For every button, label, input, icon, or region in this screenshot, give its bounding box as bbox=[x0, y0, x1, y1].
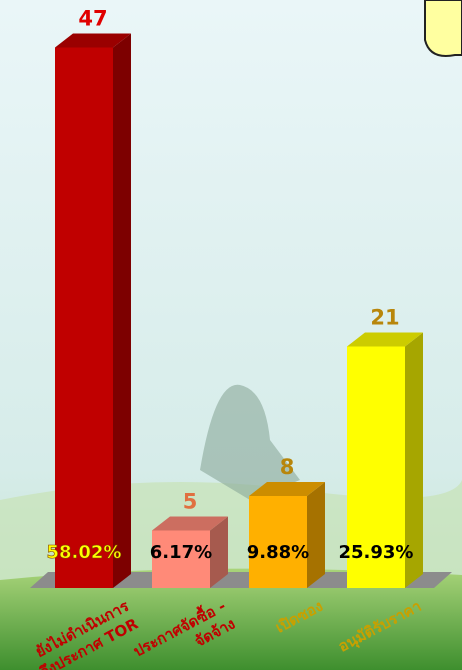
figure-silhouette bbox=[200, 384, 300, 500]
value-label: 21 bbox=[370, 306, 399, 330]
percent-label: 58.02% bbox=[47, 542, 122, 563]
bar-top bbox=[55, 33, 131, 48]
grass bbox=[0, 568, 462, 670]
percent-label: 9.88% bbox=[247, 542, 309, 563]
bar-top bbox=[152, 516, 228, 531]
bar bbox=[347, 346, 405, 588]
percent-label: 6.17% bbox=[150, 542, 212, 563]
bar-side bbox=[113, 33, 131, 588]
percent-label: 25.93% bbox=[339, 542, 414, 563]
bar-side bbox=[405, 332, 423, 588]
bar-side bbox=[307, 482, 325, 588]
bar bbox=[55, 47, 113, 588]
bar-side bbox=[210, 516, 228, 588]
value-label: 8 bbox=[280, 455, 295, 479]
bar-top bbox=[249, 482, 325, 496]
bar bbox=[249, 496, 307, 588]
floor bbox=[30, 572, 452, 588]
bar-top bbox=[347, 332, 423, 347]
bar bbox=[152, 530, 210, 588]
value-label: 47 bbox=[78, 7, 107, 31]
value-label: 5 bbox=[183, 490, 198, 514]
decoration bbox=[424, 0, 462, 57]
